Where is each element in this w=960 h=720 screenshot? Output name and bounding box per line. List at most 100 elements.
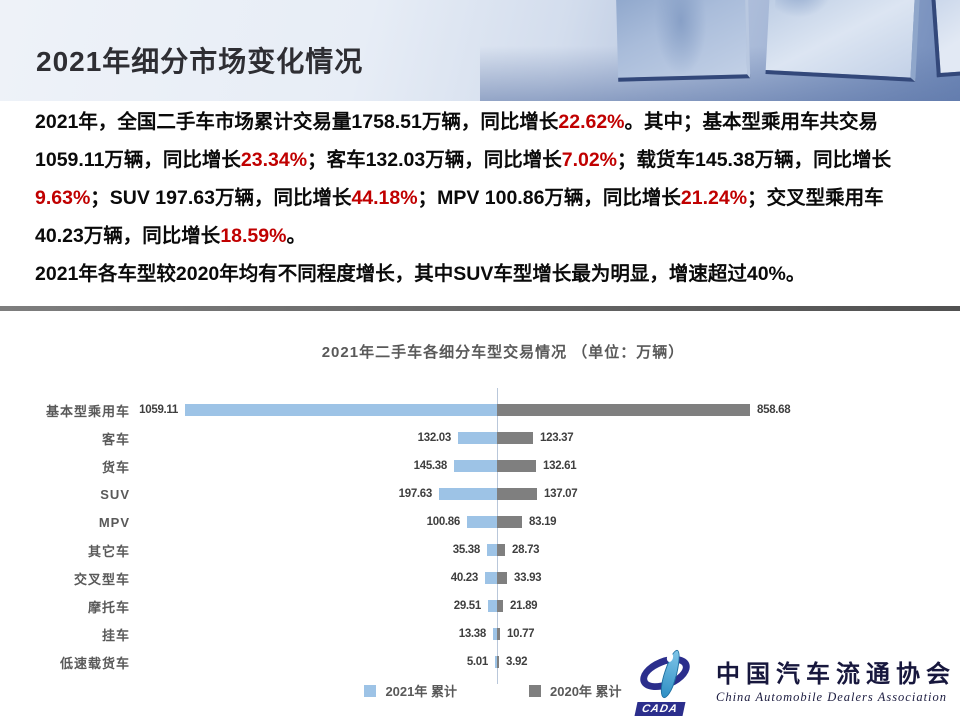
summary-paragraph-2: 2021年各车型较2020年均有不同程度增长，其中SUV车型增长最为明显，增速超…: [35, 263, 806, 285]
bar-2021: [488, 600, 497, 612]
bar-2021: [439, 488, 497, 500]
right-bar-zone: 858.68: [497, 404, 960, 416]
chart-row-交叉型车: 交叉型车 40.23 33.93: [0, 564, 960, 592]
summary-text: ；SUV 197.63万辆，同比增长: [90, 187, 352, 209]
summary-paragraph-1: 2021年，全国二手车市场累计交易量1758.51万辆，同比增长22.62%。其…: [35, 103, 928, 255]
logo-acronym: CADA: [634, 702, 686, 716]
chart-row-其它车: 其它车 35.38 28.73: [0, 536, 960, 564]
left-bar-zone: 132.03: [130, 432, 497, 444]
bar-2020: [497, 572, 507, 584]
value-label-2021: 145.38: [413, 460, 448, 472]
right-bar-zone: 33.93: [497, 572, 960, 584]
cube-map-texture: [653, 0, 709, 77]
value-label-2020: 123.37: [540, 432, 574, 444]
logo-text: 中国汽车流通协会 China Automobile Dealers Associ…: [716, 662, 956, 704]
left-bar-zone: 1059.11: [130, 404, 497, 416]
chart-plot-area: 基本型乘用车 1059.11 858.68 客车 132.03 123.37 货车 145.3…: [0, 388, 960, 684]
right-bar-zone: 3.92: [497, 656, 960, 668]
chart-row-货车: 货车 145.38 132.61: [0, 452, 960, 480]
left-bar-zone: 40.23: [130, 572, 497, 584]
right-bar-zone: 21.89: [497, 600, 960, 612]
value-label-2020: 10.77: [507, 628, 535, 640]
legend-label-2020: 2020年 累计: [550, 684, 622, 699]
left-bar-zone: 100.86: [130, 516, 497, 528]
growth-percentage: 7.02%: [561, 149, 618, 171]
chart-row-摩托车: 摩托车 29.51 21.89: [0, 592, 960, 620]
section-divider: [0, 306, 960, 311]
right-bar-zone: 123.37: [497, 432, 960, 444]
value-label-2020: 21.89: [510, 600, 538, 612]
bar-2021: [467, 516, 497, 528]
chart-row-基本型乘用车: 基本型乘用车 1059.11 858.68: [0, 396, 960, 424]
category-label: SUV: [100, 486, 130, 502]
right-bar-zone: 28.73: [497, 544, 960, 556]
category-label: 低速载货车: [59, 655, 130, 671]
right-bar-zone: 132.61: [497, 460, 960, 472]
value-label-2021: 35.38: [452, 544, 481, 556]
growth-percentage: 21.24%: [680, 187, 748, 209]
bar-2020: [497, 600, 503, 612]
right-bar-zone: 10.77: [497, 628, 960, 640]
bar-2021: [458, 432, 497, 444]
category-label: 其它车: [87, 543, 130, 559]
cada-association-logo: CADA 中国汽车流通协会 China Automobile Dealers A…: [634, 648, 956, 716]
summary-text: ；交叉型乘用车40.23万辆，同比增长: [35, 187, 884, 247]
cada-logo-icon: CADA: [634, 648, 708, 716]
chart-center-axis: [497, 388, 498, 684]
bar-2020: [497, 516, 522, 528]
summary-text: 2021年，全国二手车市场累计交易量1758.51万辆，同比增长: [35, 111, 559, 133]
value-label-2020: 28.73: [512, 544, 540, 556]
left-bar-zone: 5.01: [130, 656, 497, 668]
legend-item-2021: 2021年 累计: [364, 681, 457, 700]
bar-2020: [497, 404, 750, 416]
summary-text: 。: [286, 225, 306, 247]
bar-2021: [487, 544, 497, 556]
category-label: MPV: [98, 514, 130, 530]
logo-name-chinese: 中国汽车流通协会: [716, 662, 956, 689]
bar-2021: [495, 656, 497, 668]
category-label: 交叉型车: [73, 571, 130, 587]
legend-label-2021: 2021年 累计: [385, 684, 457, 699]
value-label-2021: 1059.11: [139, 404, 178, 416]
slide-header: 2021年细分市场变化情况: [0, 0, 960, 101]
summary-text: 。其中；基本型乘用车共交易1059.11万辆，同比增长: [35, 111, 879, 171]
summary-text-block: 2021年，全国二手车市场累计交易量1758.51万辆，同比增长22.62%。其…: [35, 103, 928, 293]
right-bar-zone: 83.19: [497, 516, 960, 528]
value-label-2021: 197.63: [398, 488, 433, 500]
value-label-2020: 858.68: [757, 404, 791, 416]
cube-map-texture: [774, 0, 833, 20]
chart-row-客车: 客车 132.03 123.37: [0, 424, 960, 452]
summary-text: ；客车132.03万辆，同比增长: [307, 149, 562, 171]
legend-swatch-2021: [364, 684, 377, 697]
chart-section: 2021年二手车各细分车型交易情况 （单位：万辆） 基本型乘用车 1059.11 8…: [0, 344, 960, 700]
value-label-2021: 100.86: [426, 516, 461, 528]
growth-percentage: 23.34%: [240, 149, 308, 171]
bar-2021: [454, 460, 497, 472]
value-label-2020: 3.92: [506, 656, 528, 668]
chart-row-SUV: SUV 197.63 137.07: [0, 480, 960, 508]
cube-face: [931, 0, 960, 78]
bar-2021: [485, 572, 497, 584]
growth-percentage: 44.18%: [351, 187, 418, 209]
value-label-2020: 83.19: [529, 516, 557, 528]
category-label: 基本型乘用车: [45, 403, 130, 419]
chart-title: 2021年二手车各细分车型交易情况 （单位：万辆）: [321, 344, 685, 361]
summary-text: ；MPV 100.86万辆，同比增长: [417, 187, 681, 209]
page-title: 2021年细分市场变化情况: [36, 46, 364, 77]
globe-cube-graphic: [615, 0, 751, 82]
bar-2020: [497, 628, 500, 640]
legend-swatch-2020: [529, 684, 541, 697]
value-label-2020: 33.93: [514, 572, 542, 584]
bar-2020: [497, 460, 536, 472]
value-label-2020: 132.61: [543, 460, 577, 472]
value-label-2021: 13.38: [458, 628, 487, 640]
category-label: 摩托车: [87, 599, 130, 615]
bar-2020: [497, 544, 505, 556]
logo-name-english: China Automobile Dealers Association: [716, 689, 948, 704]
left-bar-zone: 13.38: [130, 628, 497, 640]
left-bar-zone: 29.51: [130, 600, 497, 612]
growth-percentage: 18.59%: [220, 225, 287, 247]
bar-2021: [493, 628, 497, 640]
growth-percentage: 9.63%: [35, 187, 91, 209]
bar-2020: [497, 656, 499, 668]
